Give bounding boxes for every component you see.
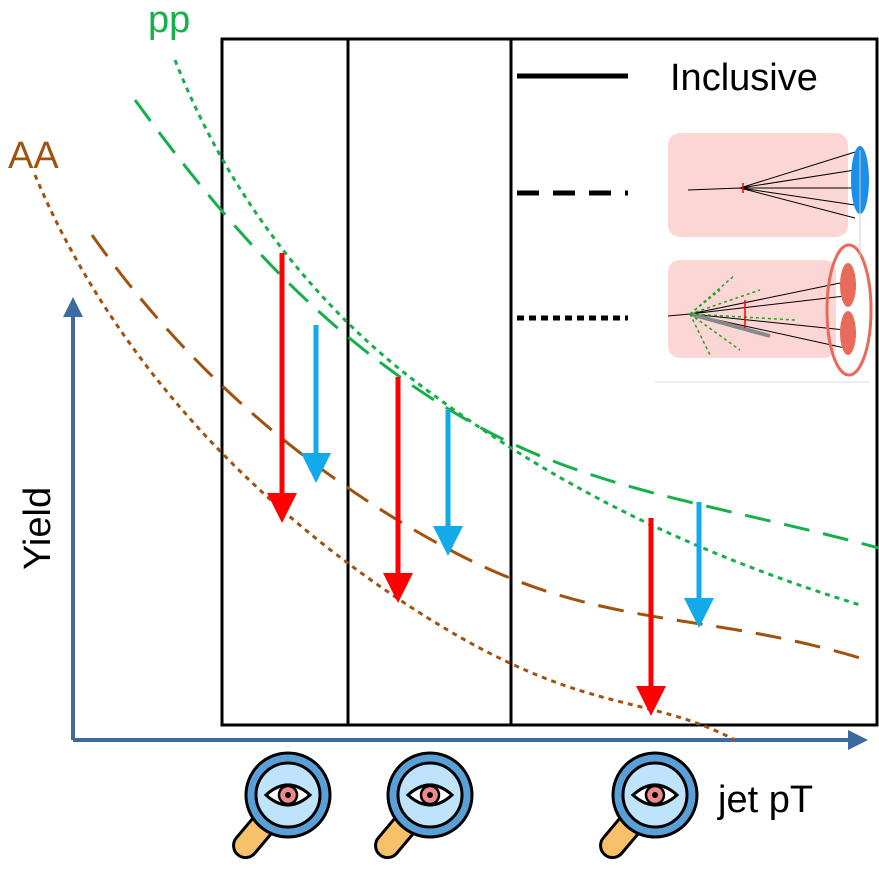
magnifier-icon [596, 753, 697, 862]
x-axis-label: jet pT [717, 779, 813, 821]
legend: Inclusive [517, 57, 871, 382]
legend-label: Inclusive [670, 57, 818, 99]
diagram: Inclusive pp AA Yield jet pT [0, 0, 879, 875]
page: Inclusive pp AA Yield jet pT (() => { co… [0, 0, 879, 875]
pp-label: pp [148, 0, 190, 41]
magnifier-icon [229, 753, 330, 862]
magnifier-icon [371, 753, 472, 862]
aa-label: AA [8, 135, 59, 177]
aa-dotted [35, 175, 735, 740]
y-axis-label: Yield [17, 487, 59, 570]
